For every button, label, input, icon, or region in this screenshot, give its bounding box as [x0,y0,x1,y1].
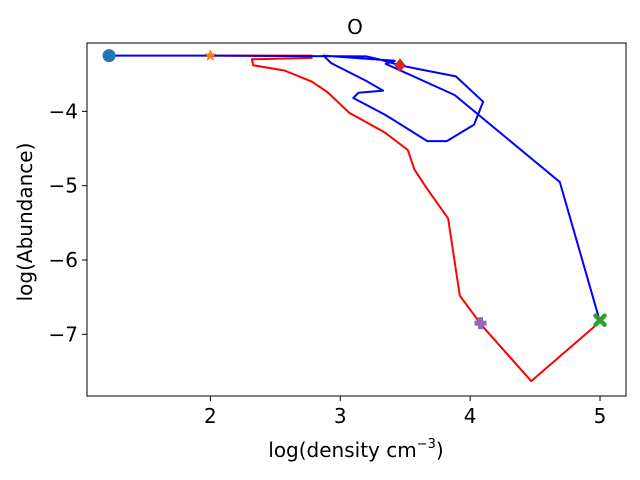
y-axis: −4 −5 −6 −7 [49,99,87,346]
plot-area [102,49,607,383]
x-axis: 2 3 4 5 [204,396,606,428]
y-tick-label: −6 [49,248,78,272]
series-line-1 [210,54,601,383]
x-tick-label: 2 [204,404,217,428]
y-axis-label: log(Abundance) [13,143,37,302]
diamond-marker [394,58,406,73]
x-axis-label: log(density cm−3) [268,437,443,462]
x-tick-label: 5 [594,404,607,428]
plus-marker [474,317,487,330]
y-tick-label: −4 [49,99,78,123]
x-axis-label-end: ) [436,438,444,462]
x-axis-label-main: log(density cm [268,438,416,462]
chart-title: O [347,15,363,39]
x-tick-label: 3 [334,404,347,428]
x-tick-label: 4 [464,404,477,428]
y-tick-label: −7 [49,322,78,346]
axes-frame [86,42,627,397]
end-x-marker [593,313,607,327]
y-tick-label: −5 [49,174,78,198]
x-axis-label-superscript: −3 [417,437,436,452]
star-marker [204,49,217,61]
start-circle [102,49,116,63]
series-line-2 [109,54,601,322]
